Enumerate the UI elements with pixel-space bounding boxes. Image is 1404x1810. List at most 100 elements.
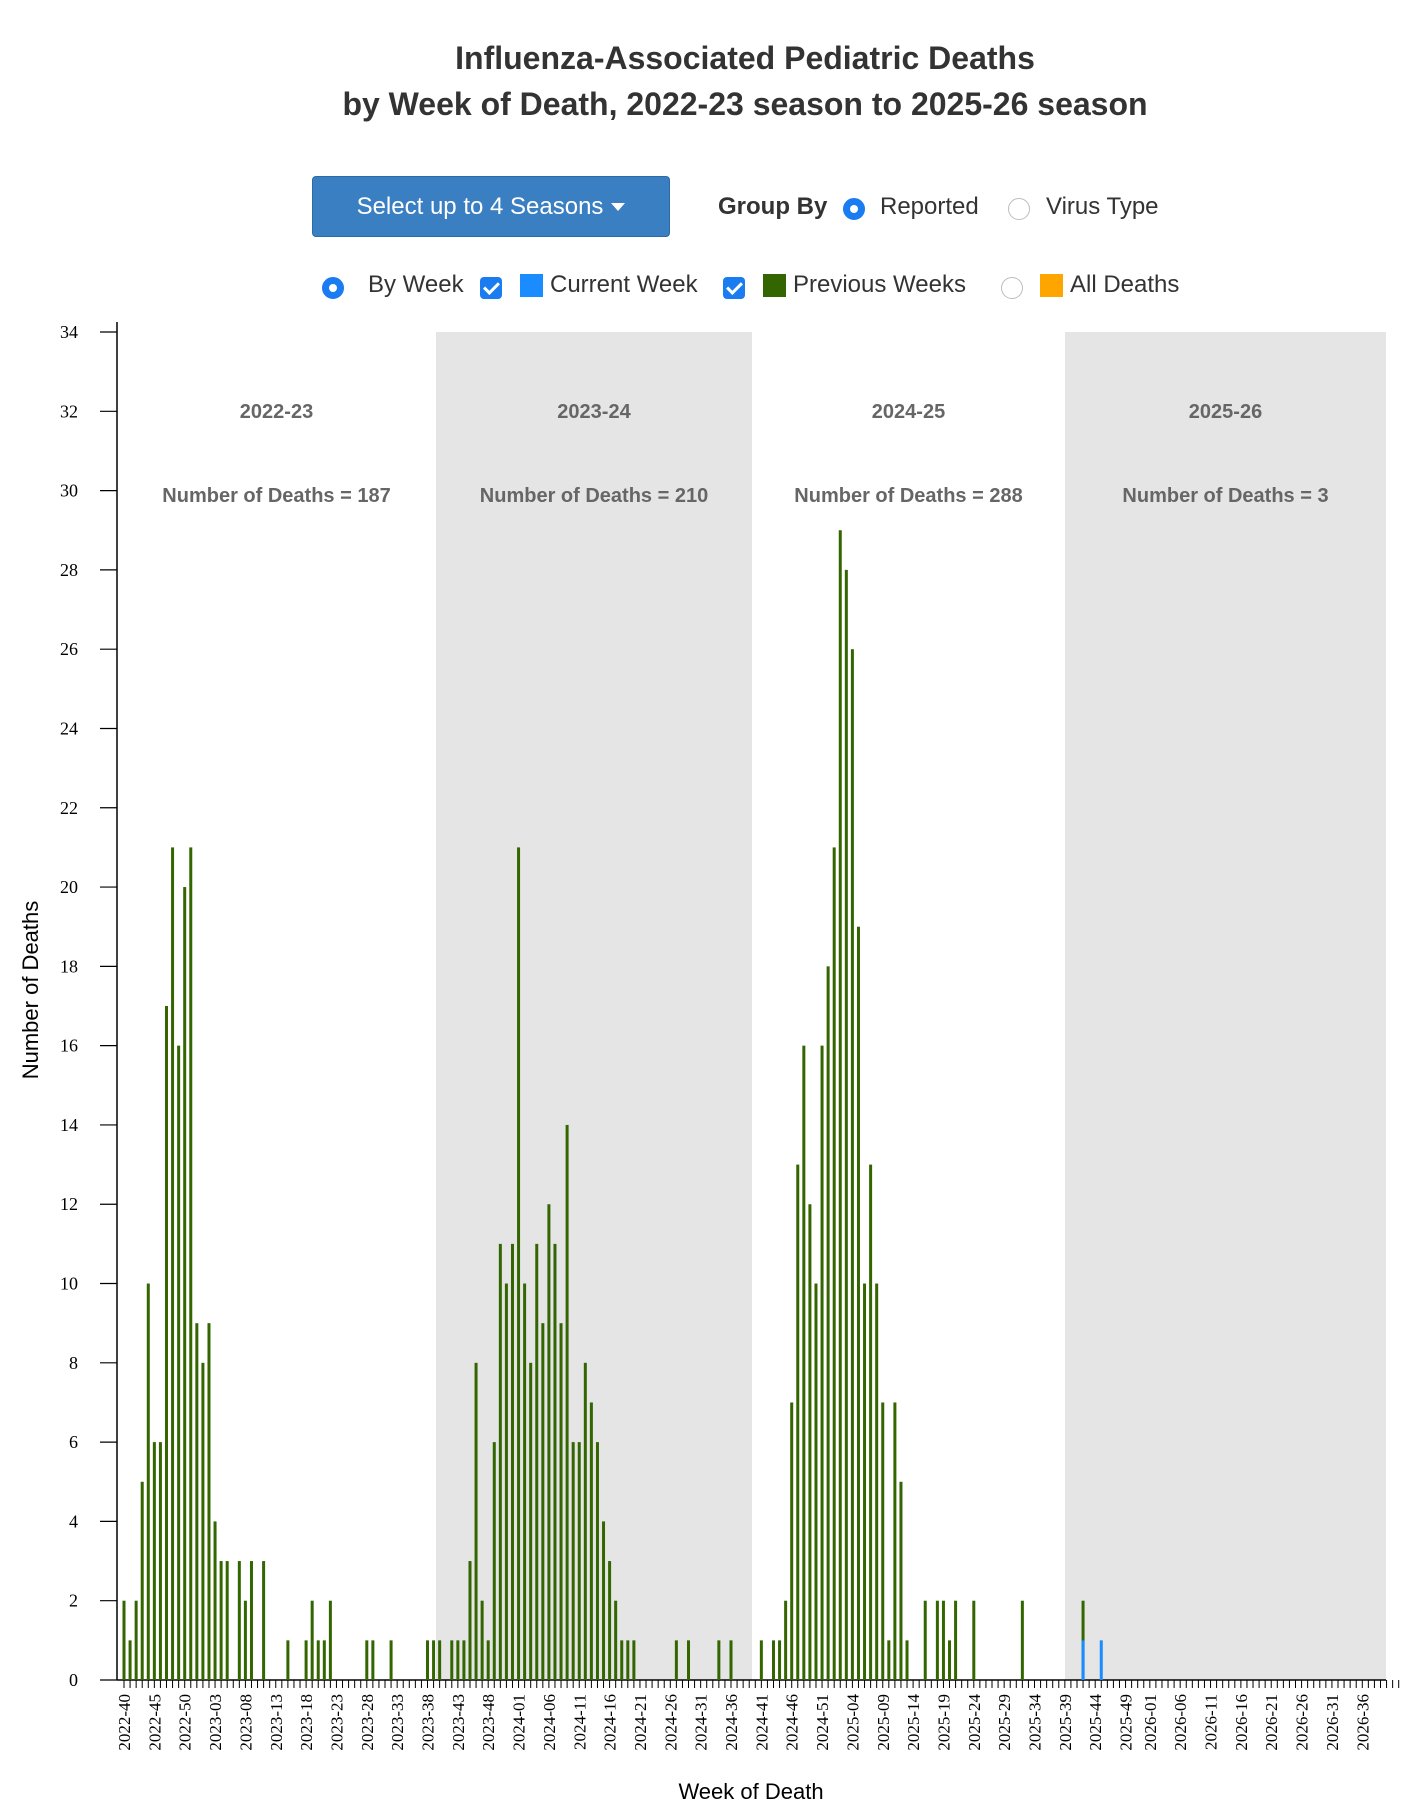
bar-2023-42 (450, 1640, 454, 1680)
bar-2023-48 (486, 1640, 490, 1680)
bar-2023-05 (225, 1561, 229, 1680)
bar-2023-21 (322, 1640, 326, 1680)
y-tick-label: 0 (69, 1670, 78, 1690)
by-week-radio[interactable] (322, 277, 344, 299)
bar-2025-06 (863, 1283, 867, 1680)
x-tick-label: 2023-23 (327, 1694, 346, 1751)
season-deaths-label: Number of Deaths = 210 (480, 485, 708, 507)
previous-weeks-checkbox[interactable] (723, 277, 745, 299)
x-tick-label: 2026-21 (1262, 1694, 1281, 1751)
x-tick-label: 2024-01 (510, 1694, 529, 1751)
x-tick-label: 2026-06 (1171, 1694, 1190, 1751)
bar-2024-01 (517, 847, 521, 1680)
bar-2025-12 (899, 1481, 903, 1680)
bar-2024-14 (595, 1442, 599, 1680)
bar-2024-50 (814, 1283, 818, 1680)
bar-2024-43 (771, 1640, 775, 1680)
bar-2023-38 (426, 1640, 429, 1680)
select-seasons-label: Select up to 4 Seasons (356, 192, 604, 220)
y-tick-label: 6 (69, 1432, 78, 1452)
x-tick-label: 2023-43 (449, 1694, 468, 1751)
bar-2024-05 (541, 1323, 545, 1680)
bar-2022-46 (158, 1442, 162, 1680)
virus-type-radio[interactable] (1008, 198, 1030, 220)
y-tick-label: 24 (60, 718, 78, 738)
bar-2025-13 (905, 1640, 909, 1680)
x-tick-label: 2024-26 (661, 1694, 680, 1751)
caret-down-icon (611, 202, 626, 211)
x-tick-label: 2024-41 (752, 1694, 771, 1751)
bar-2023-09 (249, 1561, 253, 1680)
bar-2024-04 (535, 1243, 539, 1680)
all-deaths-radio[interactable] (1001, 277, 1023, 299)
bar-2025-20 (948, 1640, 952, 1680)
bar-2024-11 (577, 1442, 581, 1680)
bar-2025-21 (954, 1600, 958, 1680)
bar-2024-52 (826, 966, 830, 1680)
x-tick-label: 2024-16 (601, 1694, 620, 1751)
bar-2024-45 (784, 1600, 788, 1680)
bar-2025-04 (850, 649, 854, 1680)
bar-2024-12 (583, 1362, 587, 1680)
y-tick-label: 14 (60, 1115, 78, 1135)
bar-2024-19 (626, 1640, 630, 1680)
all-deaths-swatch (1040, 274, 1063, 297)
bar-2025-02 (838, 530, 842, 1680)
bar-2023-49 (492, 1442, 496, 1680)
bar-2024-08 (559, 1323, 563, 1680)
y-tick-label: 12 (60, 1194, 78, 1214)
season-band-2023-24 (436, 332, 752, 1680)
bar-2022-45 (152, 1442, 156, 1680)
bar-2025-16 (923, 1600, 927, 1680)
bar-2024-48 (802, 1045, 806, 1680)
reported-radio[interactable] (843, 198, 865, 220)
bar-2023-28 (365, 1640, 369, 1680)
bar-2025-19 (941, 1600, 945, 1680)
bar-2025-45 (1099, 1640, 1103, 1680)
bar-2023-02 (207, 1323, 211, 1680)
bar-2022-40 (122, 1600, 126, 1680)
x-tick-label: 2022-40 (115, 1694, 134, 1751)
y-tick-label: 16 (60, 1036, 78, 1056)
bar-2024-06 (547, 1204, 551, 1680)
season-deaths-label: Number of Deaths = 187 (162, 485, 390, 507)
y-tick-label: 30 (60, 481, 78, 501)
bar-2024-09 (565, 1124, 569, 1680)
bar-2024-10 (571, 1442, 575, 1680)
group-by-label: Group By (718, 193, 828, 220)
bar-2024-27 (674, 1640, 678, 1680)
bar-2025-24 (972, 1600, 976, 1680)
previous-weeks-label: Previous Weeks (793, 271, 966, 298)
x-tick-label: 2024-21 (631, 1694, 650, 1751)
by-week-label: By Week (368, 271, 464, 298)
y-tick-label: 10 (60, 1274, 78, 1294)
bar-2023-52 (510, 1243, 514, 1680)
season-label: 2025-26 (1189, 401, 1262, 423)
x-tick-label: 2024-11 (570, 1694, 589, 1750)
all-deaths-label: All Deaths (1070, 271, 1180, 298)
season-deaths-label: Number of Deaths = 288 (794, 485, 1022, 507)
bar-2023-46 (474, 1362, 478, 1680)
x-tick-label: 2026-01 (1141, 1694, 1160, 1751)
x-tick-label: 2024-46 (783, 1694, 802, 1751)
bar-2023-43 (456, 1640, 460, 1680)
current-week-checkbox[interactable] (480, 277, 502, 299)
y-tick-label: 22 (60, 798, 78, 818)
bar-2023-01 (201, 1362, 205, 1680)
season-band-2025-26 (1065, 332, 1386, 1680)
x-tick-label: 2023-33 (388, 1694, 407, 1751)
bar-2024-47 (796, 1164, 800, 1680)
bar-2023-51 (504, 1283, 508, 1680)
bar-2023-11 (262, 1561, 266, 1680)
bar-2024-51 (820, 1045, 824, 1680)
x-tick-label: 2022-50 (176, 1694, 195, 1751)
bar-2025-09 (881, 1402, 885, 1680)
y-axis-title: Number of Deaths (18, 901, 43, 1080)
bar-2024-15 (602, 1521, 606, 1680)
bar-2022-48 (171, 847, 175, 1680)
bar-2024-18 (620, 1640, 624, 1680)
x-tick-label: 2025-09 (874, 1694, 893, 1751)
select-seasons-button[interactable]: Select up to 4 Seasons (312, 176, 670, 237)
x-tick-label: 2023-08 (236, 1694, 255, 1751)
x-tick-label: 2025-29 (995, 1694, 1014, 1751)
